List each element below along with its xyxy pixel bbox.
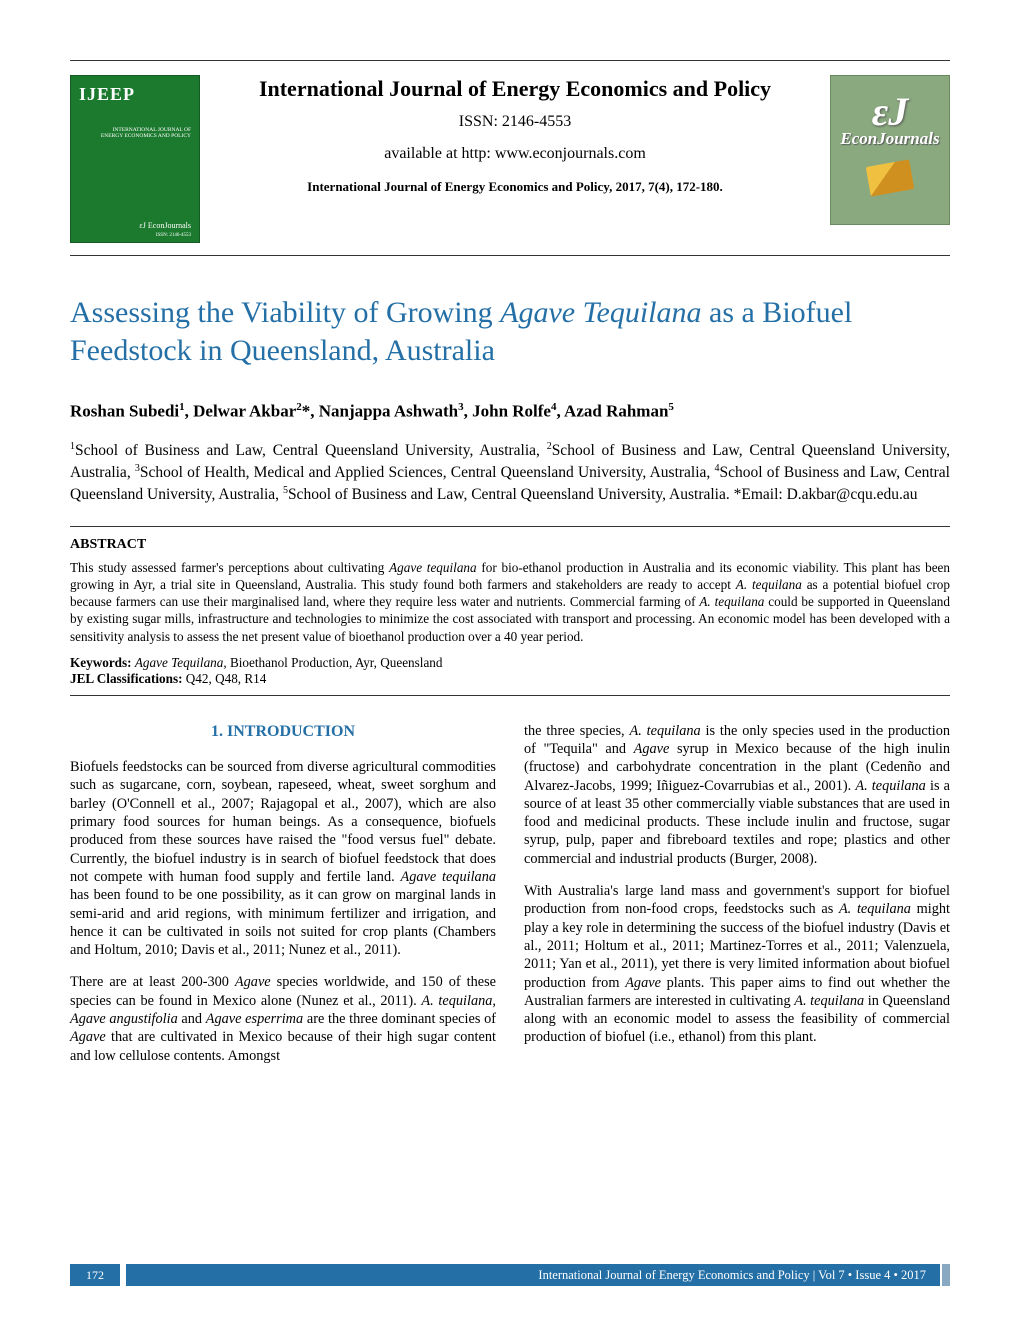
page-footer: 172 International Journal of Energy Econ… [70,1264,950,1286]
section-heading-introduction: 1. INTRODUCTION [70,722,496,742]
authors-line: Roshan Subedi1, Delwar Akbar2*, Nanjappa… [70,401,950,422]
pencil-icon [866,159,915,196]
body-columns: 1. INTRODUCTION Biofuels feedstocks can … [70,722,950,1079]
keywords-label: Keywords: [70,655,132,670]
journal-name: International Journal of Energy Economic… [214,75,816,103]
keywords-value: Agave Tequilana, Bioethanol Production, … [132,655,443,670]
paragraph: There are at least 200-300 Agave species… [70,973,496,1064]
affiliations: 1School of Business and Law, Central Que… [70,440,950,506]
footer-bar: International Journal of Energy Economic… [126,1264,940,1286]
cover-issn: ISSN: 2146-4553 [156,233,191,238]
paragraph: the three species, A. tequilana is the o… [524,722,950,868]
header-center: International Journal of Energy Economic… [214,75,816,195]
paragraph: With Australia's large land mass and gov… [524,882,950,1047]
ej-logo-word: EconJournals [831,129,949,149]
article-title: Assessing the Viability of Growing Agave… [70,294,950,369]
abstract-body: This study assessed farmer's perceptions… [70,559,950,645]
column-left: 1. INTRODUCTION Biofuels feedstocks can … [70,722,496,1079]
ej-logo-mark: εJ [831,88,949,135]
jel-label: JEL Classifications: [70,671,182,686]
cover-full: INTERNATIONAL JOURNAL OF ENERGY ECONOMIC… [79,127,191,139]
abstract-label: ABSTRACT [70,537,950,553]
top-rule [70,60,950,61]
jel-line: JEL Classifications: Q42, Q48, R14 [70,671,950,687]
issn-line: ISSN: 2146-4553 [214,113,816,131]
econjournals-logo: εJ EconJournals [830,75,950,225]
journal-cover-thumbnail: IJEEP INTERNATIONAL JOURNAL OF ENERGY EC… [70,75,200,243]
jel-value: Q42, Q48, R14 [182,671,266,686]
header-row: IJEEP INTERNATIONAL JOURNAL OF ENERGY EC… [70,75,950,256]
available-at-line: available at http: www.econjournals.com [214,145,816,163]
cover-ej: εJ EconJournals [139,221,191,230]
rule-below-abstract [70,695,950,696]
cover-abbr: IJEEP [79,84,191,105]
page-number: 172 [70,1264,120,1286]
citation-line: International Journal of Energy Economic… [214,179,816,195]
column-right: the three species, A. tequilana is the o… [524,722,950,1079]
rule-above-abstract [70,526,950,527]
footer-bar-end [942,1264,950,1286]
paragraph: Biofuels feedstocks can be sourced from … [70,758,496,959]
keywords-line: Keywords: Agave Tequilana, Bioethanol Pr… [70,655,950,671]
